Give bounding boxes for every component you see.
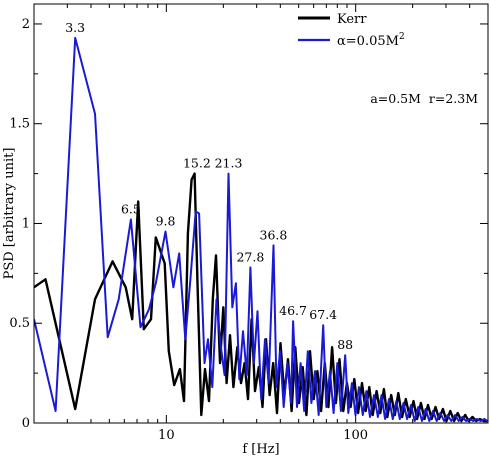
y-tick-label: 2 — [22, 17, 30, 32]
peak-annotation: 36.8 — [260, 227, 288, 242]
y-tick-label: 0 — [22, 416, 30, 431]
peak-annotation: 27.8 — [236, 249, 264, 264]
y-axis-title: PSD [arbitrary unit] — [2, 148, 17, 280]
y-tick-label: 0.5 — [9, 316, 30, 331]
x-tick-label: 100 — [343, 428, 368, 443]
legend-label: Kerr — [337, 12, 367, 27]
peak-annotation: 67.4 — [309, 307, 337, 322]
peak-annotation: 46.7 — [279, 303, 307, 318]
series-layer — [34, 36, 488, 423]
plot-frame — [33, 3, 489, 424]
peak-annotation: 9.8 — [156, 213, 176, 228]
x-tick-label: 10 — [158, 428, 175, 443]
x-axis-title: f [Hz] — [242, 442, 279, 457]
peak-annotation: 6.5 — [121, 201, 141, 216]
peak-annotation: 15.2 — [183, 156, 211, 171]
peak-annotation: 88 — [337, 337, 353, 352]
legend: Kerr α=0.05M2 — [298, 12, 405, 49]
axes-layer: 0 0.5 1 1.5 2 10 100 — [9, 4, 488, 443]
y-tick-label: 1 — [22, 216, 30, 231]
series-line-alpha — [34, 36, 488, 422]
annotation-layer: 3.3 6.5 9.8 15.2 21.3 27.8 36.8 46.7 67.488 — [65, 20, 353, 352]
peak-annotation: 21.3 — [215, 156, 243, 171]
peak-annotation: 3.3 — [65, 20, 85, 35]
legend-label: α=0.05M2 — [337, 32, 405, 49]
parameters-label: a=0.5M r=2.3M — [370, 91, 478, 106]
y-tick-label: 1.5 — [9, 117, 30, 132]
